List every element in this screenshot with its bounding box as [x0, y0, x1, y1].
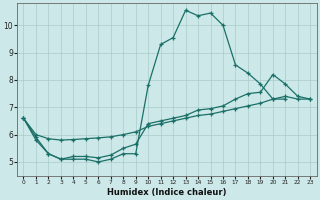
X-axis label: Humidex (Indice chaleur): Humidex (Indice chaleur): [107, 188, 227, 197]
